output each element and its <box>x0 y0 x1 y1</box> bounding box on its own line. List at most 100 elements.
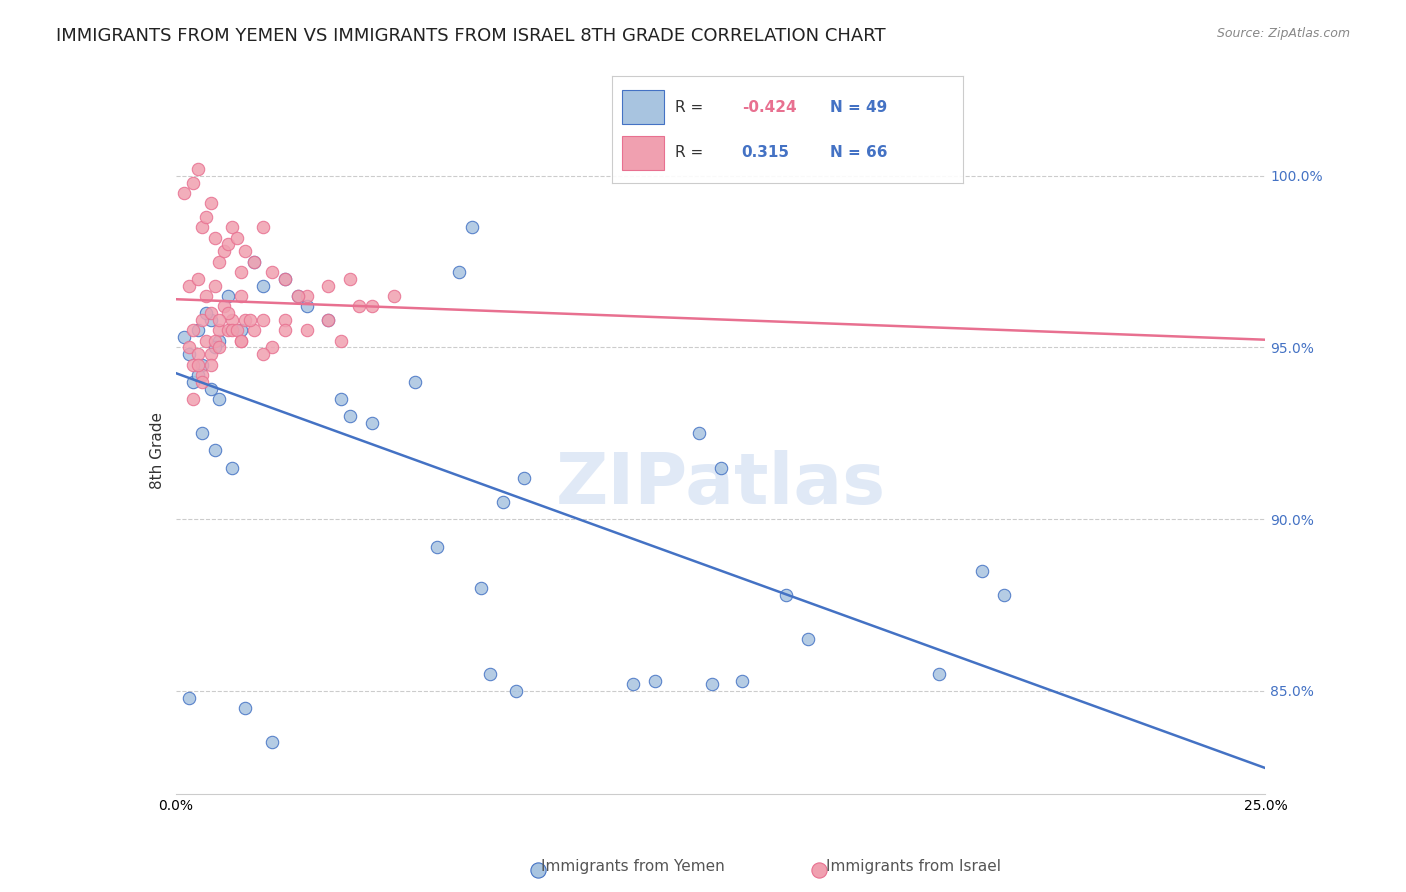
Point <box>181 176 204 190</box>
Bar <box>621 136 665 170</box>
Point <box>260 340 283 354</box>
Point <box>186 323 209 337</box>
Point <box>200 358 222 372</box>
Point <box>318 313 340 327</box>
Point <box>195 334 218 348</box>
Point <box>361 299 384 313</box>
Text: ZIPatlas: ZIPatlas <box>555 450 886 519</box>
Point <box>221 220 243 235</box>
Point <box>274 313 297 327</box>
Point <box>173 186 195 200</box>
Text: Immigrants from Israel: Immigrants from Israel <box>827 859 1001 874</box>
Point <box>274 271 297 285</box>
Point <box>426 540 449 554</box>
Point <box>461 220 484 235</box>
Point <box>208 334 231 348</box>
Point <box>260 265 283 279</box>
Point <box>204 443 226 458</box>
Point <box>177 278 200 293</box>
Point <box>527 863 550 877</box>
Point <box>200 306 222 320</box>
Point <box>295 299 318 313</box>
Text: -0.424: -0.424 <box>742 101 796 115</box>
Point <box>361 416 384 430</box>
Point <box>191 426 214 441</box>
Point <box>231 334 253 348</box>
Point <box>688 426 710 441</box>
Point <box>200 382 222 396</box>
Point <box>177 347 200 361</box>
Point <box>807 863 830 877</box>
Point <box>173 330 195 344</box>
Point <box>208 313 231 327</box>
Y-axis label: 8th Grade: 8th Grade <box>149 412 165 489</box>
Point <box>492 495 515 509</box>
Point <box>235 313 257 327</box>
Text: N = 49: N = 49 <box>830 101 887 115</box>
Point <box>200 196 222 211</box>
Text: Source: ZipAtlas.com: Source: ZipAtlas.com <box>1216 27 1350 40</box>
Point <box>186 368 209 382</box>
Point <box>204 334 226 348</box>
Point <box>447 265 470 279</box>
Point <box>295 323 318 337</box>
Point <box>330 392 353 406</box>
Point <box>186 347 209 361</box>
Point <box>274 271 297 285</box>
Point <box>191 313 214 327</box>
Point <box>295 289 318 303</box>
Point <box>186 358 209 372</box>
Point <box>195 289 218 303</box>
Point <box>221 313 243 327</box>
Point <box>513 471 536 485</box>
Point <box>287 289 309 303</box>
Point <box>181 375 204 389</box>
Point <box>186 271 209 285</box>
Point <box>208 392 231 406</box>
Point <box>382 289 405 303</box>
Point <box>287 289 309 303</box>
Point <box>347 299 370 313</box>
Point <box>217 237 239 252</box>
Point <box>318 278 340 293</box>
Point <box>235 701 257 715</box>
Point <box>191 358 214 372</box>
Point <box>186 161 209 176</box>
Point <box>212 244 235 259</box>
Point <box>221 460 243 475</box>
Point <box>231 265 253 279</box>
Point <box>243 323 266 337</box>
Point <box>644 673 666 688</box>
Point <box>217 323 239 337</box>
Text: Immigrants from Yemen: Immigrants from Yemen <box>541 859 724 874</box>
Point <box>700 677 723 691</box>
Point <box>505 683 527 698</box>
Point <box>204 230 226 244</box>
Point <box>235 244 257 259</box>
Point <box>204 340 226 354</box>
Text: N = 66: N = 66 <box>830 145 887 161</box>
Text: 0.315: 0.315 <box>742 145 790 161</box>
Point <box>928 666 950 681</box>
Point <box>260 735 283 749</box>
Point <box>775 588 797 602</box>
Bar <box>621 90 665 124</box>
Point <box>204 278 226 293</box>
Text: R =: R = <box>675 145 709 161</box>
Point <box>225 323 247 337</box>
Point <box>217 289 239 303</box>
Point <box>330 334 353 348</box>
Point <box>181 323 204 337</box>
Point <box>252 313 274 327</box>
Point <box>797 632 820 647</box>
Point <box>208 254 231 268</box>
Point <box>470 581 492 595</box>
Point <box>318 313 340 327</box>
Point <box>191 375 214 389</box>
Point <box>225 230 247 244</box>
Point <box>231 334 253 348</box>
Point <box>217 306 239 320</box>
Point <box>195 306 218 320</box>
Point <box>200 313 222 327</box>
Point <box>208 323 231 337</box>
